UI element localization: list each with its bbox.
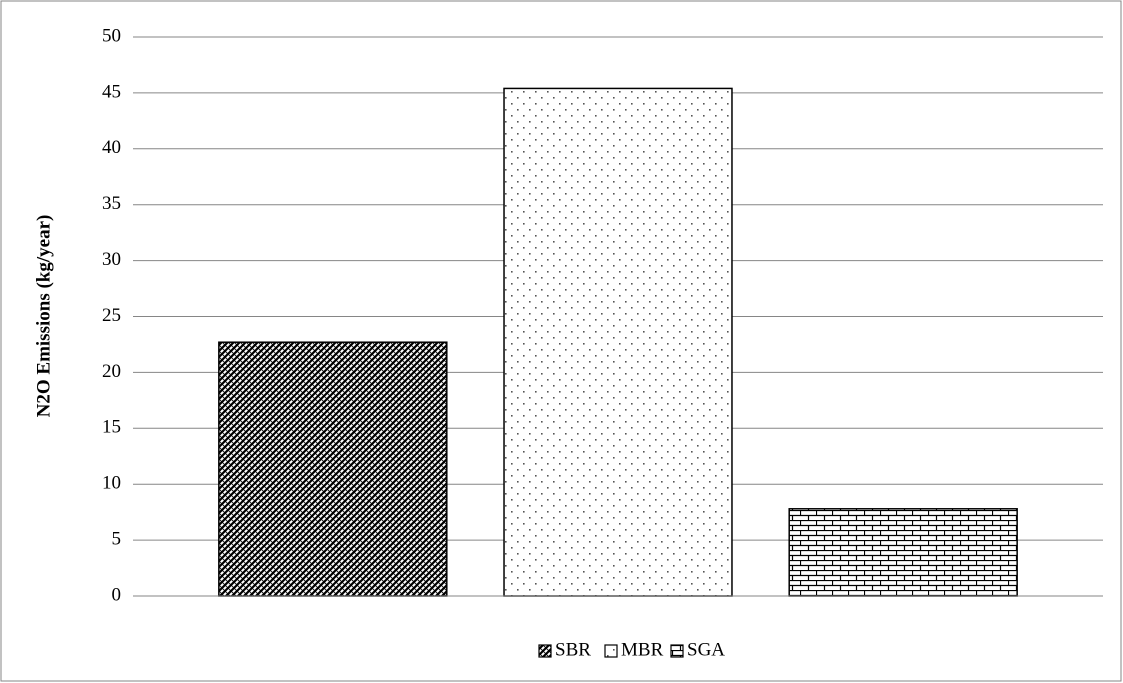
y-tick-label: 50 bbox=[102, 25, 121, 46]
y-axis-title: N2O Emissions (kg/year) bbox=[33, 215, 54, 418]
legend-swatch bbox=[538, 644, 552, 658]
legend-label: SBR bbox=[555, 639, 591, 660]
legend-swatch bbox=[670, 644, 684, 658]
legend-swatch bbox=[604, 644, 618, 658]
legend-label: SGA bbox=[687, 639, 725, 660]
bar bbox=[503, 87, 733, 597]
bar bbox=[788, 508, 1018, 597]
y-tick-label: 10 bbox=[102, 473, 121, 494]
y-tick-label: 40 bbox=[102, 137, 121, 158]
y-tick-label: 0 bbox=[112, 584, 122, 605]
bar bbox=[218, 341, 448, 597]
y-tick-label: 20 bbox=[102, 361, 121, 382]
y-tick-label: 45 bbox=[102, 81, 121, 102]
legend-label: MBR bbox=[621, 639, 664, 660]
y-tick-label: 15 bbox=[102, 417, 121, 438]
y-tick-label: 5 bbox=[112, 528, 122, 549]
y-tick-label: 25 bbox=[102, 305, 121, 326]
y-tick-label: 30 bbox=[102, 249, 121, 270]
y-tick-label: 35 bbox=[102, 193, 121, 214]
